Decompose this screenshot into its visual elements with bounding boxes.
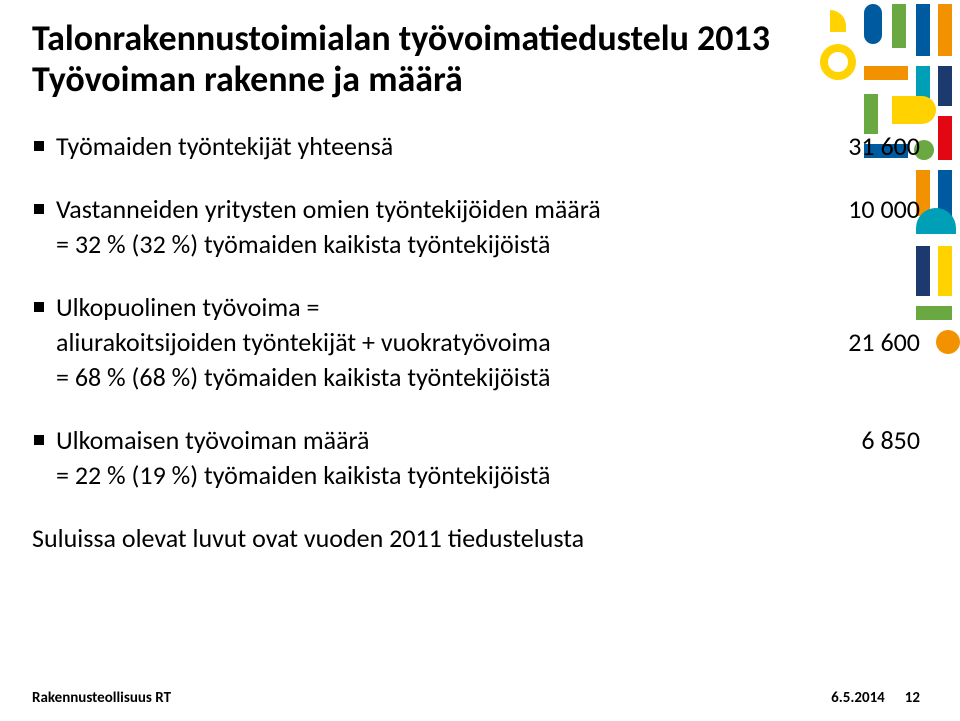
list-item: Työmaiden työntekijät yhteensä 31 600 bbox=[32, 129, 920, 164]
item-sub: = 68 % (68 %) työmaiden kaikista työntek… bbox=[56, 360, 920, 395]
content-list: Työmaiden työntekijät yhteensä 31 600 Va… bbox=[32, 129, 920, 494]
list-item: Ulkomaisen työvoiman määrä 6 850 = 22 % … bbox=[32, 423, 920, 493]
slide-title: Talonrakennustoimialan työvoimatiedustel… bbox=[32, 18, 852, 101]
footer: Rakennusteollisuus RT 6.5.2014 12 bbox=[32, 689, 920, 707]
item-label: Työmaiden työntekijät yhteensä bbox=[56, 129, 413, 164]
item-sub: = 22 % (19 %) työmaiden kaikista työntek… bbox=[56, 458, 920, 493]
item-label: Ulkomaisen työvoiman määrä bbox=[56, 423, 390, 458]
item-sub: = 32 % (32 %) työmaiden kaikista työntek… bbox=[56, 227, 920, 262]
list-item: Vastanneiden yritysten omien työntekijöi… bbox=[32, 192, 920, 262]
footer-left: Rakennusteollisuus RT bbox=[32, 689, 171, 707]
list-item: Ulkopuolinen työvoima = aliurakoitsijoid… bbox=[32, 290, 920, 395]
item-value: 6 850 bbox=[820, 423, 920, 458]
footer-date: 6.5.2014 bbox=[831, 689, 885, 707]
title-line2: Työvoiman rakenne ja määrä bbox=[32, 57, 463, 101]
item-label-line1: Ulkopuolinen työvoima = bbox=[56, 290, 920, 325]
item-label-line2: aliurakoitsijoiden työntekijät + vuokrat… bbox=[56, 325, 571, 360]
title-line1: Talonrakennustoimialan työvoimatiedustel… bbox=[32, 16, 770, 60]
item-value: 21 600 bbox=[820, 325, 920, 360]
item-label: Vastanneiden yritysten omien työntekijöi… bbox=[56, 192, 621, 227]
footnote: Suluissa olevat luvut ovat vuoden 2011 t… bbox=[32, 522, 920, 554]
footer-page: 12 bbox=[905, 689, 920, 707]
item-value: 31 600 bbox=[820, 129, 920, 164]
item-value: 10 000 bbox=[820, 192, 920, 227]
